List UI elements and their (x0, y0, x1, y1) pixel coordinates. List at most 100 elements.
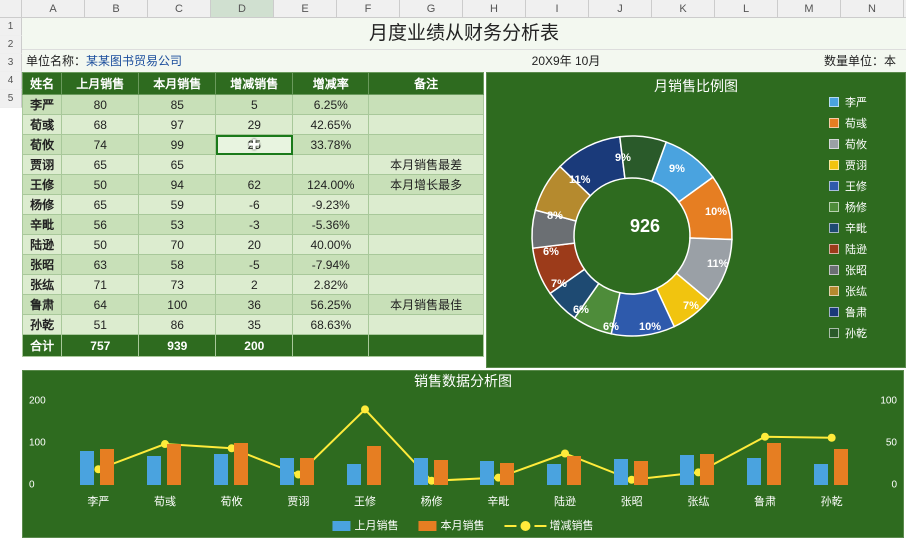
cell-note[interactable] (369, 235, 484, 255)
bar-prev[interactable] (614, 459, 628, 485)
cell-cur[interactable]: 99 (139, 135, 216, 155)
col-header-M[interactable]: M (778, 0, 841, 17)
cell-note[interactable] (369, 115, 484, 135)
bar-prev[interactable] (814, 464, 828, 485)
cell-rate[interactable]: -5.36% (293, 215, 369, 235)
cell-name[interactable]: 孙乾 (23, 315, 62, 335)
cell-delta[interactable]: 2 (216, 275, 293, 295)
table-row[interactable]: 荀彧68972942.65% (23, 115, 484, 135)
cell-rate[interactable]: 42.65% (293, 115, 369, 135)
legend-item[interactable]: 荀攸 (829, 133, 899, 154)
legend-item[interactable]: 辛毗 (829, 217, 899, 238)
cell-note[interactable] (369, 255, 484, 275)
table-header[interactable]: 本月销售 (139, 73, 216, 95)
table-row[interactable]: 孙乾51863568.63% (23, 315, 484, 335)
cell-name[interactable]: 辛毗 (23, 215, 62, 235)
cell-cur[interactable]: 73 (139, 275, 216, 295)
col-header-I[interactable]: I (526, 0, 589, 17)
cell-prev[interactable]: 74 (62, 135, 139, 155)
cell-rate[interactable]: 124.00% (293, 175, 369, 195)
cell-rate[interactable]: 40.00% (293, 235, 369, 255)
cell-rate[interactable]: 68.63% (293, 315, 369, 335)
col-header-L[interactable]: L (715, 0, 778, 17)
legend-item[interactable]: 荀彧 (829, 112, 899, 133)
bar-prev[interactable] (347, 464, 361, 485)
row-header[interactable]: 2 (0, 36, 22, 54)
bar-cur[interactable] (167, 444, 181, 485)
cell-prev[interactable]: 64 (62, 295, 139, 315)
legend-item[interactable]: 杨修 (829, 196, 899, 217)
table-header[interactable]: 姓名 (23, 73, 62, 95)
sales-table[interactable]: 姓名上月销售本月销售增减销售增减率备注 李严808556.25%荀彧689729… (22, 72, 484, 357)
legend-item[interactable]: 王修 (829, 175, 899, 196)
select-all-corner[interactable] (0, 0, 22, 17)
cell-cur[interactable]: 65 (139, 155, 216, 175)
bar-prev[interactable] (547, 464, 561, 485)
legend-item[interactable]: 李严 (829, 91, 899, 112)
table-row[interactable]: 鲁肃641003656.25%本月销售最佳 (23, 295, 484, 315)
cell-delta[interactable]: 29 (216, 115, 293, 135)
cell-delta[interactable]: 25✚ (216, 135, 293, 155)
cell-note[interactable] (369, 315, 484, 335)
cell-rate[interactable] (293, 155, 369, 175)
bar-cur[interactable] (834, 449, 848, 485)
bar-prev[interactable] (280, 458, 294, 485)
legend-item[interactable]: 张纮 (829, 280, 899, 301)
cell-prev[interactable]: 50 (62, 175, 139, 195)
row-header[interactable]: 1 (0, 18, 22, 36)
bar-cur[interactable] (100, 449, 114, 485)
col-header-D[interactable]: D (211, 0, 274, 17)
cell-prev[interactable]: 56 (62, 215, 139, 235)
col-header-B[interactable]: B (85, 0, 148, 17)
bar-cur[interactable] (300, 458, 314, 485)
cell-rate[interactable]: 6.25% (293, 95, 369, 115)
col-header-G[interactable]: G (400, 0, 463, 17)
bar-prev[interactable] (680, 455, 694, 485)
bar-cur[interactable] (234, 443, 248, 485)
cell-prev[interactable]: 65 (62, 155, 139, 175)
table-header[interactable]: 增减销售 (216, 73, 293, 95)
bar-cur[interactable] (700, 454, 714, 485)
cell-rate[interactable]: -7.94% (293, 255, 369, 275)
cell-cur[interactable]: 97 (139, 115, 216, 135)
cell-cur[interactable]: 70 (139, 235, 216, 255)
bar-prev[interactable] (747, 458, 761, 485)
bar-prev[interactable] (480, 461, 494, 485)
cell-note[interactable] (369, 215, 484, 235)
cell-delta[interactable] (216, 155, 293, 175)
cell-cur[interactable]: 86 (139, 315, 216, 335)
cell-prev[interactable]: 80 (62, 95, 139, 115)
col-header-C[interactable]: C (148, 0, 211, 17)
bar-prev[interactable] (414, 458, 428, 485)
table-row[interactable]: 张纮717322.82% (23, 275, 484, 295)
table-row[interactable]: 杨修6559-6-9.23% (23, 195, 484, 215)
cell-note[interactable] (369, 275, 484, 295)
table-row[interactable]: 辛毗5653-3-5.36% (23, 215, 484, 235)
bar-prev[interactable] (147, 456, 161, 485)
legend-item[interactable]: 贾诩 (829, 154, 899, 175)
table-header[interactable]: 上月销售 (62, 73, 139, 95)
bar-cur[interactable] (434, 460, 448, 485)
cell-name[interactable]: 张纮 (23, 275, 62, 295)
table-header[interactable]: 增减率 (293, 73, 369, 95)
bar-cur[interactable] (500, 463, 514, 485)
cell-rate[interactable]: 33.78% (293, 135, 369, 155)
col-header-F[interactable]: F (337, 0, 400, 17)
cell-note[interactable] (369, 195, 484, 215)
cell-name[interactable]: 荀攸 (23, 135, 62, 155)
cell-cur[interactable]: 59 (139, 195, 216, 215)
bar-cur[interactable] (634, 461, 648, 485)
bar-cur[interactable] (767, 443, 781, 485)
delta-marker[interactable] (761, 433, 769, 441)
cell-delta[interactable]: 35 (216, 315, 293, 335)
col-header-H[interactable]: H (463, 0, 526, 17)
bar-cur[interactable] (567, 456, 581, 485)
company-name[interactable]: 某某图书贸易公司 (86, 50, 426, 72)
cell-name[interactable]: 李严 (23, 95, 62, 115)
cell-delta[interactable]: 20 (216, 235, 293, 255)
cell-rate[interactable]: 56.25% (293, 295, 369, 315)
col-header-J[interactable]: J (589, 0, 652, 17)
cell-delta[interactable]: -6 (216, 195, 293, 215)
table-row[interactable]: 李严808556.25% (23, 95, 484, 115)
delta-marker[interactable] (361, 405, 369, 413)
